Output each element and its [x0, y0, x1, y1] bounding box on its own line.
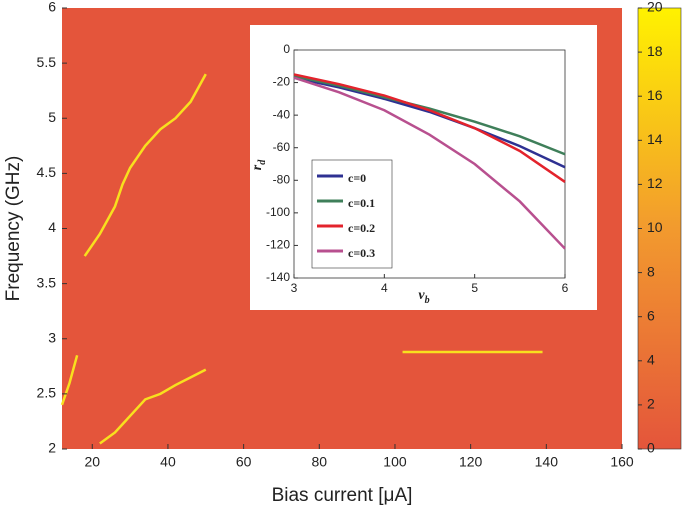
y-tick-label: -40: [273, 107, 291, 121]
colorbar-tick-label: 2: [647, 396, 655, 412]
x-tick-label: 4: [381, 281, 388, 295]
colorbar-tick-label: 8: [647, 263, 655, 279]
y-tick-label: -120: [266, 238, 290, 252]
y-tick-label: -100: [266, 205, 290, 219]
x-tick-label: 60: [236, 454, 252, 470]
y-axis-label-sub: d: [257, 159, 268, 165]
x-tick-label: 6: [562, 281, 569, 295]
colorbar-tick-label: 10: [647, 219, 663, 235]
y-tick-label: 2.5: [37, 385, 57, 401]
colorbar-tick-label: 18: [647, 43, 663, 59]
y-axis-label-main: r: [250, 164, 265, 170]
line-series: [293, 76, 566, 250]
colorbar-tick-label: 14: [647, 131, 663, 147]
trace: [60, 354, 79, 406]
y-tick-label: 3.5: [37, 274, 57, 290]
y-tick-label: -20: [273, 75, 291, 89]
inset-frame: [293, 49, 566, 279]
x-tick-label: 20: [84, 454, 100, 470]
trace: [99, 368, 207, 445]
x-tick-label: 80: [312, 454, 328, 470]
legend-label: c=0.2: [348, 221, 375, 235]
x-tick-label: 160: [610, 454, 634, 470]
legend-label: c=0.1: [348, 196, 375, 210]
x-axis-label: Bias current [μA]: [272, 485, 413, 506]
y-tick-label: 0: [283, 42, 290, 56]
y-tick-label: -60: [273, 140, 291, 154]
x-tick-label: 5: [471, 281, 478, 295]
x-tick-label: 3: [291, 281, 298, 295]
legend-label: c=0.3: [348, 246, 375, 260]
trace: [83, 73, 207, 257]
y-tick-label: 5: [48, 109, 56, 125]
y-tick-label: 3: [48, 329, 56, 345]
x-axis-label-sub: b: [425, 295, 430, 306]
y-tick-label: 4: [48, 219, 56, 235]
colorbar-tick-label: 16: [647, 87, 663, 103]
colorbar-tick-label: 4: [647, 352, 655, 368]
line-series: [293, 73, 566, 183]
x-tick-label: 100: [383, 454, 407, 470]
x-tick-label: 120: [459, 454, 483, 470]
legend-label: c=0: [348, 171, 366, 185]
y-tick-label: -140: [266, 270, 290, 284]
y-tick-label: 2: [48, 440, 56, 456]
colorbar-tick-label: 20: [647, 0, 663, 15]
line-series: [293, 76, 566, 169]
y-tick-label: 4.5: [37, 164, 57, 180]
y-tick-label: 5.5: [37, 54, 57, 70]
y-tick-label: -80: [273, 172, 291, 186]
colorbar-tick-label: 6: [647, 307, 655, 323]
y-tick-label: 6: [48, 0, 56, 15]
line-series: [293, 74, 566, 156]
y-axis-label: Frequency (GHz): [3, 156, 24, 302]
inset-background: [250, 25, 597, 310]
x-tick-label: 40: [160, 454, 176, 470]
colorbar-tick-label: 12: [647, 175, 663, 191]
colorbar-tick-label: 0: [647, 440, 655, 456]
colorbar: [637, 7, 682, 450]
x-axis-label-main: v: [418, 288, 425, 303]
x-axis-label: vb: [418, 288, 429, 306]
y-axis-label: rd: [250, 159, 268, 170]
x-tick-label: 140: [535, 454, 559, 470]
